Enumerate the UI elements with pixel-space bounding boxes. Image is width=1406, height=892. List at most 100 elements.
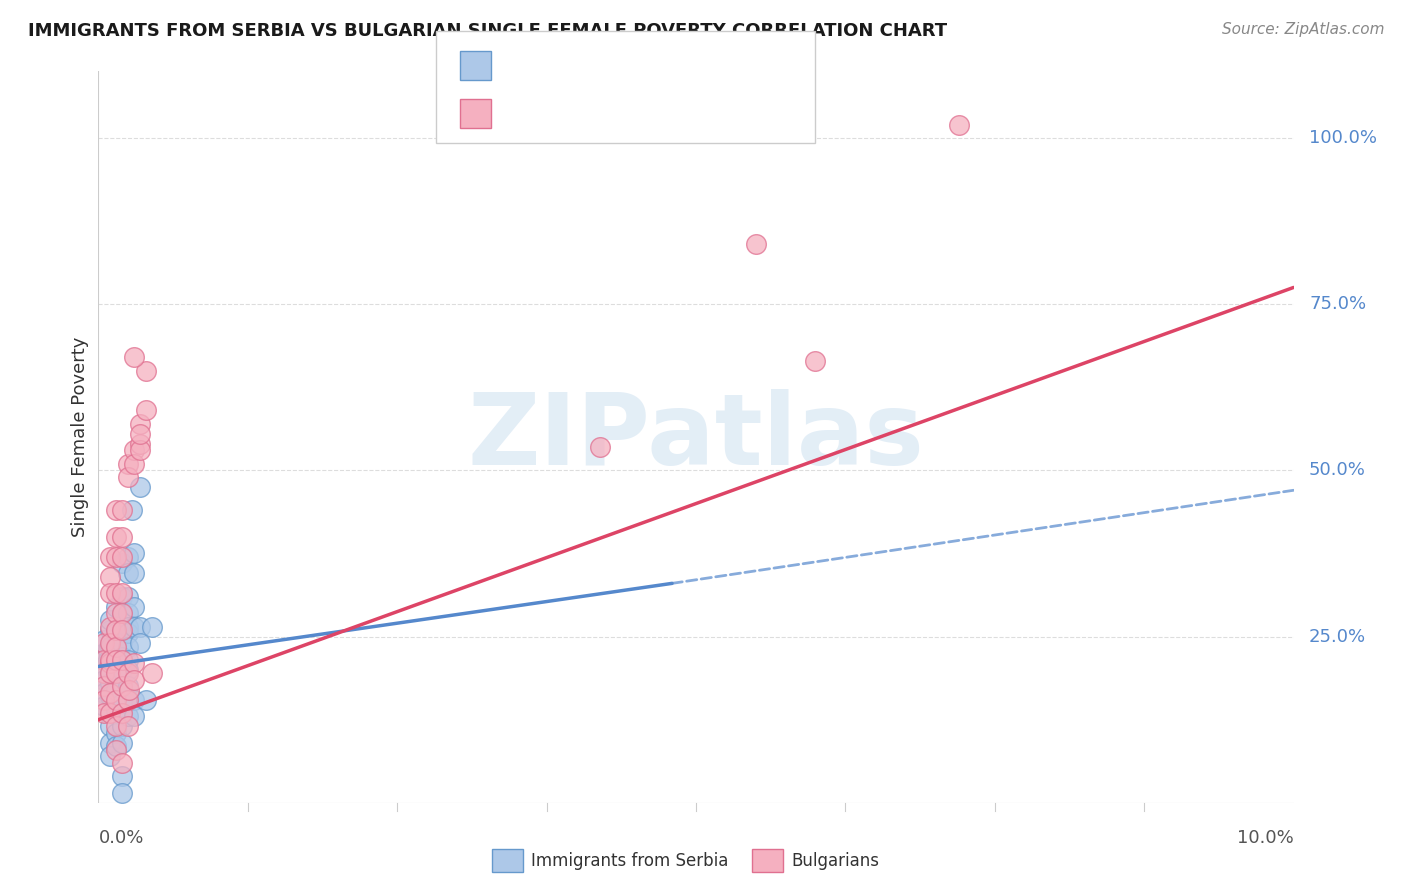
Point xyxy=(111,680,134,694)
Point xyxy=(93,632,115,647)
Point xyxy=(117,626,139,640)
Text: N = 60: N = 60 xyxy=(661,101,734,120)
Point xyxy=(117,619,139,633)
Point xyxy=(111,530,134,544)
Text: R =  0.691: R = 0.691 xyxy=(502,101,616,120)
Point xyxy=(111,623,134,637)
Point xyxy=(97,643,120,657)
Point xyxy=(105,607,128,621)
Point xyxy=(105,653,128,667)
Point xyxy=(105,669,128,683)
Point xyxy=(105,530,128,544)
Point xyxy=(121,503,143,517)
Point xyxy=(93,653,115,667)
Point xyxy=(105,739,128,754)
Point xyxy=(117,640,139,654)
Point xyxy=(98,666,122,681)
Point xyxy=(98,613,122,627)
Point xyxy=(117,680,139,694)
Text: 0.0%: 0.0% xyxy=(98,830,143,847)
Point xyxy=(111,696,134,710)
Point xyxy=(93,666,115,681)
Point xyxy=(124,673,146,687)
Point xyxy=(98,640,122,654)
Point xyxy=(93,646,115,660)
Point xyxy=(135,403,157,417)
Point xyxy=(129,480,152,494)
Point xyxy=(129,436,152,450)
Point xyxy=(93,636,115,650)
Point xyxy=(105,703,128,717)
Point xyxy=(93,706,115,720)
Point xyxy=(111,769,134,783)
Point xyxy=(105,656,128,670)
Point xyxy=(111,653,134,667)
Point xyxy=(124,656,146,670)
Point xyxy=(98,570,122,584)
Point xyxy=(124,443,146,458)
Point xyxy=(98,749,122,764)
Point xyxy=(98,653,122,667)
Point xyxy=(124,709,146,723)
Point xyxy=(111,623,134,637)
Point xyxy=(93,692,115,706)
Point xyxy=(105,682,128,697)
Point xyxy=(98,706,122,720)
Point xyxy=(117,470,139,484)
Point xyxy=(105,626,128,640)
Text: IMMIGRANTS FROM SERBIA VS BULGARIAN SINGLE FEMALE POVERTY CORRELATION CHART: IMMIGRANTS FROM SERBIA VS BULGARIAN SING… xyxy=(28,22,948,40)
Text: Source: ZipAtlas.com: Source: ZipAtlas.com xyxy=(1222,22,1385,37)
Point xyxy=(105,640,128,654)
Point xyxy=(129,619,152,633)
Point xyxy=(105,586,128,600)
Point xyxy=(117,719,139,733)
Point xyxy=(105,623,128,637)
Point xyxy=(117,653,139,667)
Point xyxy=(135,363,157,377)
Point xyxy=(105,599,128,614)
Text: ZIPatlas: ZIPatlas xyxy=(468,389,924,485)
Point xyxy=(111,607,134,621)
Point xyxy=(98,686,122,700)
Point xyxy=(129,636,152,650)
Point xyxy=(117,666,139,681)
Point xyxy=(141,666,163,681)
Point xyxy=(98,656,122,670)
Point xyxy=(93,680,115,694)
Point xyxy=(111,663,134,677)
Point xyxy=(129,426,152,441)
Point xyxy=(117,590,139,604)
Point xyxy=(129,417,152,431)
Point xyxy=(118,682,141,697)
Point xyxy=(105,549,128,564)
Text: 100.0%: 100.0% xyxy=(1309,128,1376,147)
Point xyxy=(111,649,134,664)
Point xyxy=(117,692,139,706)
Point xyxy=(124,351,146,365)
Point xyxy=(98,623,122,637)
Point xyxy=(111,736,134,750)
Point xyxy=(124,619,146,633)
Point xyxy=(124,566,146,581)
Point xyxy=(93,686,115,700)
Point xyxy=(124,457,146,471)
Point xyxy=(105,666,128,681)
Point xyxy=(124,599,146,614)
Point xyxy=(105,719,128,733)
Point xyxy=(105,503,128,517)
Point xyxy=(105,692,128,706)
Point xyxy=(117,709,139,723)
Text: Immigrants from Serbia: Immigrants from Serbia xyxy=(531,852,728,870)
Point xyxy=(98,676,122,690)
Point xyxy=(111,503,134,517)
Point xyxy=(105,640,128,654)
Point xyxy=(93,699,115,714)
Point xyxy=(948,118,970,132)
Point xyxy=(98,666,122,681)
Point xyxy=(141,619,163,633)
Point xyxy=(105,742,128,756)
Text: 25.0%: 25.0% xyxy=(1309,628,1367,646)
Point xyxy=(98,586,122,600)
Point xyxy=(111,706,134,720)
Point xyxy=(105,726,128,740)
